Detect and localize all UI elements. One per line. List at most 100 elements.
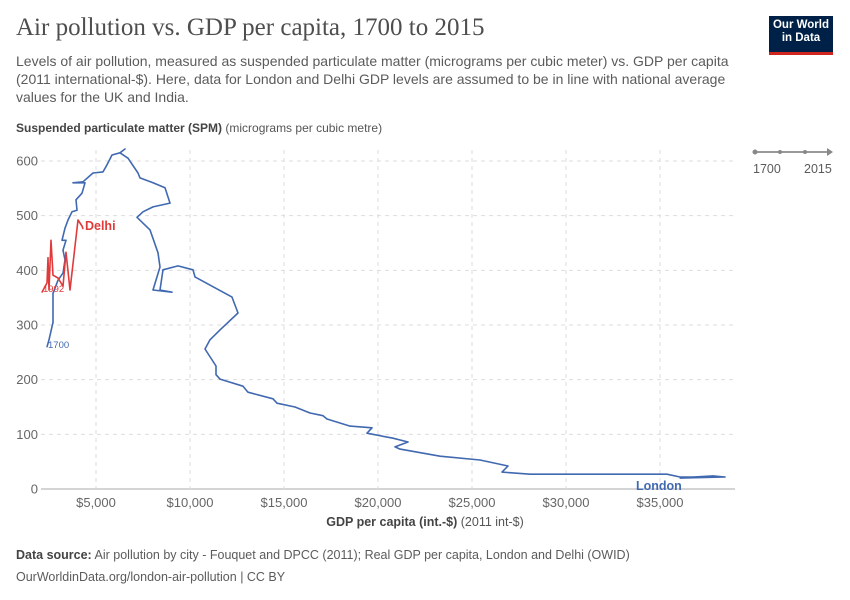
data-point: [50, 239, 52, 241]
data-point: [157, 252, 159, 254]
source-label: Data source:: [16, 548, 92, 562]
data-point: [209, 339, 211, 341]
data-point: [349, 425, 351, 427]
x-axis-label-unit: (2011 int-$): [460, 515, 524, 529]
data-point: [76, 209, 78, 211]
series-start-label: 1992: [43, 284, 64, 295]
data-point: [215, 365, 217, 367]
y-tick-label: 500: [16, 208, 38, 223]
data-point: [712, 475, 714, 477]
data-point: [666, 473, 668, 475]
data-point: [41, 291, 43, 293]
data-point: [149, 229, 151, 231]
data-point: [61, 239, 63, 241]
series-label-delhi: Delhi: [85, 219, 116, 233]
data-point: [294, 406, 296, 408]
data-point: [276, 402, 278, 404]
y-tick-label: 200: [16, 372, 38, 387]
source-url[interactable]: OurWorldinData.org/london-air-pollution …: [16, 570, 286, 584]
data-point: [52, 274, 54, 276]
data-point: [529, 473, 531, 475]
data-point: [724, 476, 726, 478]
timeline-marker: [778, 150, 782, 154]
data-point: [119, 152, 121, 154]
data-point: [219, 378, 221, 380]
data-point: [82, 181, 84, 183]
y-tick-label: 300: [16, 317, 38, 332]
data-point: [692, 476, 694, 478]
data-point: [81, 225, 83, 227]
data-point: [407, 441, 409, 443]
data-point: [71, 211, 73, 213]
owid-logo[interactable]: Our World in Data: [769, 16, 833, 55]
data-point: [322, 415, 324, 417]
series-line-delhi: [41, 219, 84, 293]
data-point: [192, 269, 194, 271]
data-point: [507, 465, 509, 467]
data-point: [67, 219, 69, 221]
x-tick-label: $30,000: [543, 495, 590, 510]
data-point: [152, 182, 154, 184]
data-point: [48, 339, 50, 341]
data-point: [439, 455, 441, 457]
x-tick-label: $25,000: [449, 495, 496, 510]
data-point: [72, 182, 74, 184]
x-tick-label: $5,000: [76, 495, 116, 510]
data-point: [194, 276, 196, 278]
data-point: [679, 476, 681, 478]
data-point: [111, 154, 113, 156]
data-point: [164, 187, 166, 189]
data-point: [106, 164, 108, 166]
y-axis-label: Suspended particulate matter (SPM) (micr…: [16, 121, 382, 135]
timeline-handle-start[interactable]: [752, 149, 758, 155]
timeline-marker: [803, 150, 807, 154]
data-point: [162, 269, 164, 271]
data-point: [62, 249, 64, 251]
data-point: [52, 292, 54, 294]
series-label-london: London: [636, 479, 682, 493]
data-point: [77, 219, 79, 221]
data-point: [142, 211, 144, 213]
data-point: [152, 289, 154, 291]
x-tick-label: $10,000: [167, 495, 214, 510]
y-tick-label: 600: [16, 153, 38, 168]
data-point: [84, 182, 86, 184]
data-point: [69, 289, 71, 291]
play-arrow-icon[interactable]: [827, 148, 833, 156]
data-point: [47, 257, 49, 259]
data-point: [612, 473, 614, 475]
data-point: [237, 312, 239, 314]
chart-title: Air pollution vs. GDP per capita, 1700 t…: [16, 14, 485, 41]
data-point: [326, 418, 328, 420]
data-point: [231, 296, 233, 298]
data-point: [52, 321, 54, 323]
tick-labels: 0 100 200 300 400 500 600 $5,000 $10,000 $15,000 $…: [16, 153, 683, 510]
data-point: [159, 266, 161, 268]
logo-text: Our World in Data: [772, 19, 829, 44]
data-point: [92, 172, 94, 174]
data-point: [177, 265, 179, 267]
data-point: [62, 285, 64, 287]
data-point: [242, 385, 244, 387]
data-point: [46, 346, 48, 348]
data-point: [501, 471, 503, 473]
data-point: [394, 446, 396, 448]
data-point: [139, 177, 141, 179]
timeline-end-label: 2015: [804, 162, 832, 176]
data-point: [399, 448, 401, 450]
data-point: [48, 289, 50, 291]
data-point: [371, 427, 373, 429]
x-tick-label: $35,000: [637, 495, 684, 510]
data-source: Data source: Air pollution by city - Fou…: [16, 548, 630, 562]
data-point: [127, 157, 129, 159]
y-axis-label-unit: (micrograms per cubic metre): [225, 121, 383, 135]
x-tick-label: $15,000: [261, 495, 308, 510]
y-tick-label: 400: [16, 263, 38, 278]
data-point: [64, 227, 66, 229]
data-point: [57, 277, 59, 279]
timeline-slider[interactable]: 1700 2015: [752, 148, 834, 176]
timeline-start-label: 1700: [753, 162, 781, 176]
series-lines: 1700 London 1992 Delhi: [41, 148, 726, 493]
